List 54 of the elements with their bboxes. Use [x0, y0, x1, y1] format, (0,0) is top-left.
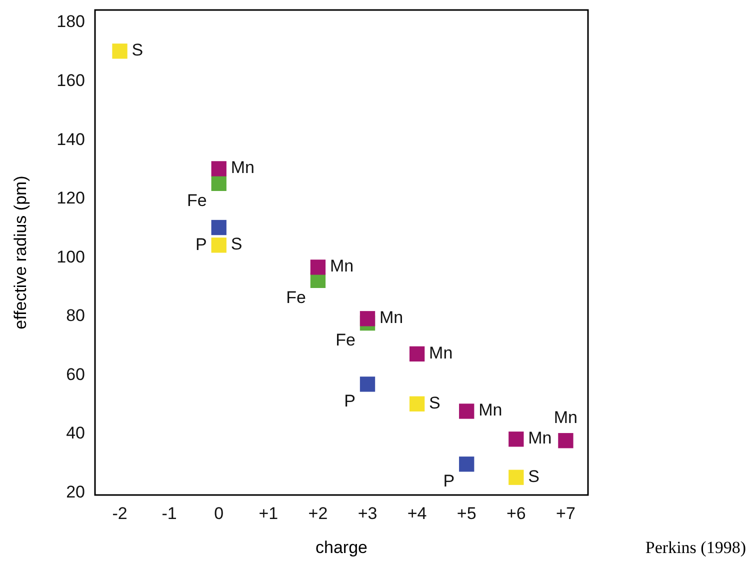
y-tick-label: 60 — [66, 364, 85, 384]
point — [112, 44, 128, 59]
point — [360, 311, 376, 326]
x-tick-label: -1 — [162, 504, 177, 524]
x-tick-label: +1 — [258, 504, 278, 524]
point — [508, 432, 524, 447]
text: S — [230, 234, 242, 254]
series-label: P — [443, 472, 455, 491]
text: Mn — [230, 158, 254, 178]
text: Perkins (1998) — [645, 538, 746, 557]
point — [360, 376, 376, 392]
text: Mn — [554, 408, 578, 428]
x-axis-title: charge — [316, 538, 368, 557]
text: Fe — [336, 330, 356, 350]
y-tick-label: 40 — [66, 424, 85, 443]
point — [459, 404, 474, 419]
text: Fe — [286, 288, 306, 307]
text: Mn — [429, 343, 453, 362]
text: S — [429, 393, 440, 412]
point — [558, 433, 574, 448]
series-label: Fe — [187, 190, 207, 210]
point — [459, 456, 474, 472]
text: S — [132, 40, 144, 60]
text: Mn — [380, 308, 404, 328]
point — [508, 470, 524, 485]
series-label: S — [528, 466, 540, 486]
series-label: Mn — [330, 256, 354, 276]
point — [211, 176, 226, 192]
text: P — [196, 235, 207, 254]
point — [310, 260, 326, 275]
text: P — [344, 392, 356, 411]
text: Mn — [528, 428, 552, 448]
y-tick-label: 160 — [56, 70, 85, 90]
x-tick-label: 0 — [214, 504, 224, 524]
x-tick-label: +4 — [407, 504, 427, 524]
y-tick-label: 140 — [56, 130, 85, 149]
x-tick-label: +5 — [456, 504, 476, 524]
x-tick-label: +6 — [506, 504, 526, 524]
y-axis-title: effective radius (pm) — [11, 176, 30, 330]
point — [211, 161, 226, 176]
y-tick-label: 80 — [66, 306, 85, 326]
point — [211, 238, 226, 253]
text: Mn — [478, 400, 502, 420]
x-tick-label: +7 — [556, 504, 576, 524]
point — [409, 396, 425, 412]
x-tick-label: +3 — [358, 504, 378, 524]
y-tick-label: 20 — [66, 482, 85, 502]
point — [211, 220, 226, 236]
y-tick-label: 120 — [56, 188, 85, 208]
x-tick-label: -2 — [112, 504, 128, 524]
point — [409, 346, 425, 362]
y-tick-label: 100 — [56, 247, 85, 266]
y-tick-label: 180 — [56, 12, 85, 32]
x-tick-label: +2 — [308, 504, 328, 524]
